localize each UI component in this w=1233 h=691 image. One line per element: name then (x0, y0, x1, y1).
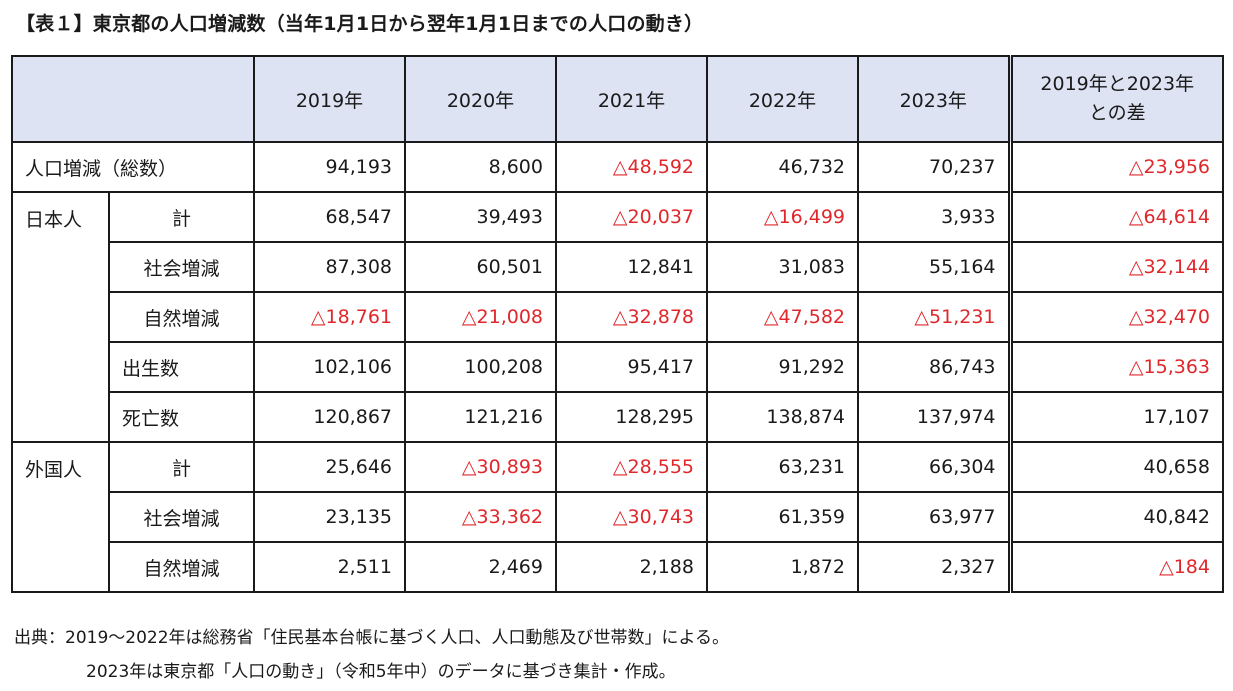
value-cell: 86,743 (857, 341, 1011, 393)
value-cell: 100,208 (404, 341, 557, 393)
value-cell: △30,743 (555, 491, 708, 543)
value-cell: 91,292 (706, 341, 859, 393)
value-cell: 8,600 (404, 141, 557, 193)
value-cell: △51,231 (857, 291, 1011, 343)
diff-cell: △32,144 (1007, 241, 1224, 293)
source-note: 出典：2019～2022年は総務省「住民基本台帳に基づく人口、人口動態及び世帯数… (14, 628, 730, 648)
value-cell: 95,417 (555, 341, 708, 393)
value-cell: 120,867 (253, 391, 406, 443)
header-diff: 2019年と2023年 との差 (1007, 55, 1224, 143)
value-cell: 70,237 (857, 141, 1011, 193)
diff-cell: 40,842 (1007, 491, 1224, 543)
value-cell: △47,582 (706, 291, 859, 343)
row-label: 社会増減 (108, 241, 255, 293)
table-row: 死亡数 120,867 121,216 128,295 138,874 137,… (12, 391, 1224, 443)
table-row: 出生数 102,106 100,208 95,417 91,292 86,743… (12, 341, 1224, 393)
value-cell: △32,878 (555, 291, 708, 343)
population-change-table: 2019年 2020年 2021年 2022年 2023年 2019年と2023… (11, 55, 1224, 593)
row-label: 計 (108, 441, 255, 493)
diff-cell: △184 (1007, 541, 1224, 593)
table-row: 外国人 計 25,646 △30,893 △28,555 63,231 66,3… (11, 441, 1224, 593)
value-cell: △48,592 (555, 141, 708, 193)
value-cell: 1,872 (706, 541, 859, 593)
table-row: 社会増減 87,308 60,501 12,841 31,083 55,164 … (12, 241, 1224, 293)
row-label: 自然増減 (108, 541, 255, 593)
table-row: 自然増減 △18,761 △21,008 △32,878 △47,582 △51… (12, 291, 1224, 343)
value-cell: 87,308 (253, 241, 406, 293)
value-cell: △18,761 (253, 291, 406, 343)
value-cell: 2,511 (253, 541, 406, 593)
value-cell: 94,193 (253, 141, 406, 193)
header-corner-cell (11, 55, 255, 143)
header-diff-line2: との差 (1088, 102, 1146, 124)
row-label: 計 (108, 191, 255, 243)
value-cell: 63,977 (857, 491, 1011, 543)
value-cell: △33,362 (404, 491, 557, 543)
source-note-continued: 2023年は東京都「人口の動き」（令和5年中）のデータに基づき集計・作成。 (86, 662, 676, 682)
value-cell: 138,874 (706, 391, 859, 443)
diff-cell: 17,107 (1007, 391, 1224, 443)
diff-cell: △23,956 (1007, 141, 1224, 193)
value-cell: 68,547 (253, 191, 406, 243)
diff-cell: △64,614 (1007, 191, 1224, 243)
table-title: 【表１】東京都の人口増減数（当年1月1日から翌年1月1日までの人口の動き） (16, 13, 704, 35)
group-label-japanese: 日本人 (11, 191, 110, 443)
diff-cell: 40,658 (1007, 441, 1224, 493)
header-year-2019: 2019年 (253, 55, 406, 143)
value-cell: 137,974 (857, 391, 1011, 443)
header-year-2023: 2023年 (857, 55, 1011, 143)
table-row: 自然増減 2,511 2,469 2,188 1,872 2,327 △184 (12, 541, 1224, 593)
row-label: 人口増減（総数） (11, 141, 255, 193)
group-label-foreign: 外国人 (11, 441, 110, 593)
table-row: 日本人 計 68,547 39,493 △20,037 △16,499 3,93… (11, 191, 1224, 443)
value-cell: △21,008 (404, 291, 557, 343)
value-cell: 23,135 (253, 491, 406, 543)
row-label: 自然増減 (108, 291, 255, 343)
value-cell: 2,327 (857, 541, 1011, 593)
value-cell: △20,037 (555, 191, 708, 243)
value-cell: 63,231 (706, 441, 859, 493)
header-year-2021: 2021年 (555, 55, 708, 143)
table-row: 人口増減（総数） 94,193 8,600 △48,592 46,732 70,… (11, 141, 1224, 193)
value-cell: 2,188 (555, 541, 708, 593)
header-year-2022: 2022年 (706, 55, 859, 143)
value-cell: 60,501 (404, 241, 557, 293)
diff-cell: △32,470 (1007, 291, 1224, 343)
row-label: 死亡数 (108, 391, 255, 443)
header-year-2020: 2020年 (404, 55, 557, 143)
value-cell: 46,732 (706, 141, 859, 193)
value-cell: 31,083 (706, 241, 859, 293)
value-cell: △16,499 (706, 191, 859, 243)
value-cell: 61,359 (706, 491, 859, 543)
value-cell: 55,164 (857, 241, 1011, 293)
header-diff-line1: 2019年と2023年 (1040, 72, 1195, 95)
value-cell: 121,216 (404, 391, 557, 443)
value-cell: △30,893 (404, 441, 557, 493)
table-row: 社会増減 23,135 △33,362 △30,743 61,359 63,97… (12, 491, 1224, 543)
value-cell: △28,555 (555, 441, 708, 493)
row-label: 社会増減 (108, 491, 255, 543)
row-label: 出生数 (108, 341, 255, 393)
value-cell: 39,493 (404, 191, 557, 243)
value-cell: 12,841 (555, 241, 708, 293)
diff-cell: △15,363 (1007, 341, 1224, 393)
value-cell: 66,304 (857, 441, 1011, 493)
value-cell: 2,469 (404, 541, 557, 593)
value-cell: 25,646 (253, 441, 406, 493)
value-cell: 128,295 (555, 391, 708, 443)
header-row: 2019年 2020年 2021年 2022年 2023年 2019年と2023… (11, 55, 1224, 143)
value-cell: 102,106 (253, 341, 406, 393)
value-cell: 3,933 (857, 191, 1011, 243)
